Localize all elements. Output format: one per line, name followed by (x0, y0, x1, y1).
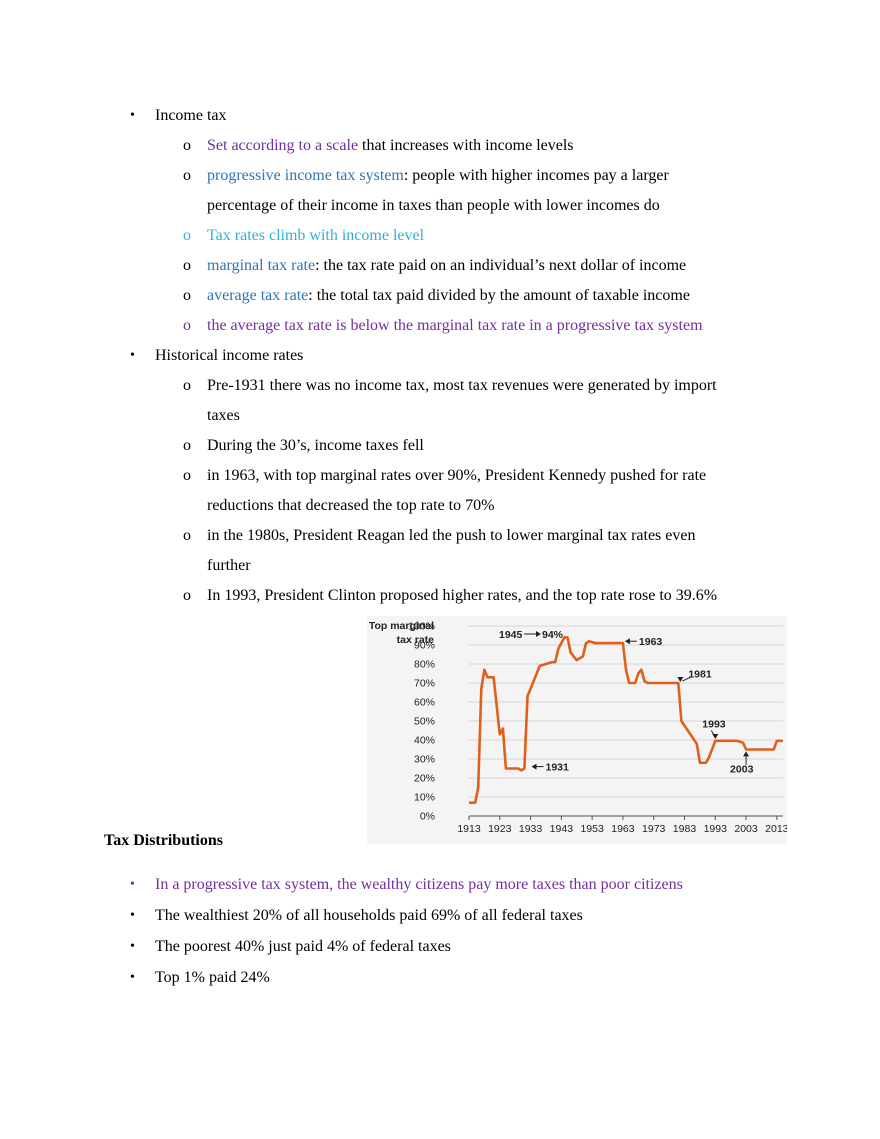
y-tick-label: 10% (414, 792, 435, 804)
annotation-2003: 2003 (730, 763, 754, 775)
historical-item-pre1931-cont: taxes (207, 407, 240, 424)
annotation-2003-arrowhead (743, 751, 750, 757)
historical-item-pre1931: Pre-1931 there was no income tax, most t… (207, 377, 717, 394)
y-tick-label: 0% (420, 811, 435, 823)
x-tick-label: 1943 (550, 823, 574, 835)
sub-bullet-glyph: o (183, 287, 191, 304)
income-item-average: average tax rate: the total tax paid div… (207, 287, 690, 304)
y-axis-label: Top marginal (369, 620, 434, 632)
sub-bullet-glyph: o (183, 167, 191, 184)
income-item-climb: Tax rates climb with income level (207, 227, 425, 244)
annotation-1981-arrow (682, 676, 691, 682)
y-tick-label: 20% (414, 773, 435, 785)
y-tick-label: 90% (414, 640, 435, 652)
bullet-glyph: • (130, 939, 135, 954)
sub-bullet-glyph: o (183, 377, 191, 394)
sub-bullet-glyph: o (183, 317, 191, 334)
bullet-glyph: • (130, 108, 135, 123)
sub-bullet-glyph: o (183, 587, 191, 604)
historical-item-30s: During the 30’s, income taxes fell (207, 437, 424, 454)
y-tick-label: 60% (414, 697, 435, 709)
sub-bullet-glyph: o (183, 227, 191, 244)
bullet-glyph: • (130, 348, 135, 363)
annotation-1945-arrowhead (536, 631, 541, 637)
bullet-income-tax: Income tax (155, 107, 227, 124)
x-tick-label: 1993 (704, 823, 728, 835)
heading-tax-distributions: Tax Distributions (104, 832, 223, 849)
y-tick-label: 80% (414, 659, 435, 671)
sub-bullet-glyph: o (183, 527, 191, 544)
y-tick-label: 30% (414, 754, 435, 766)
annotation-1981: 1981 (688, 668, 712, 680)
y-tick-label: 100% (408, 621, 435, 633)
sub-bullet-glyph: o (183, 467, 191, 484)
annotation-1993: 1993 (702, 719, 726, 731)
annotation-1931: 1931 (545, 762, 569, 774)
x-tick-label: 2013 (765, 823, 787, 835)
historical-item-1963: in 1963, with top marginal rates over 90… (207, 467, 707, 484)
annotation-94pct: 94% (542, 629, 564, 641)
sub-bullet-glyph: o (183, 257, 191, 274)
series-line-top-rate (469, 636, 783, 804)
sub-bullet-glyph: o (183, 437, 191, 454)
x-tick-label: 1913 (457, 823, 481, 835)
bullet-historical: Historical income rates (155, 347, 304, 364)
income-item-below: the average tax rate is below the margin… (207, 317, 703, 334)
y-tick-label: 50% (414, 716, 435, 728)
annotation-1993-arrowhead (712, 734, 719, 740)
x-tick-label: 2003 (734, 823, 758, 835)
bullet-glyph: • (130, 970, 135, 985)
x-tick-label: 1953 (580, 823, 604, 835)
historical-item-1993: In 1993, President Clinton proposed high… (207, 587, 718, 604)
annotation-1931-arrowhead (531, 763, 537, 770)
x-tick-label: 1963 (611, 823, 635, 835)
bullet-glyph: • (130, 908, 135, 923)
x-tick-label: 1923 (488, 823, 512, 835)
y-tick-label: 70% (414, 678, 435, 690)
bullet-glyph: • (130, 877, 135, 892)
distribution-item-wealthiest: The wealthiest 20% of all households pai… (155, 907, 583, 924)
annotation-1981-arrowhead (677, 677, 684, 683)
distribution-item-poorest: The poorest 40% just paid 4% of federal … (155, 938, 451, 955)
distribution-item-progressive: In a progressive tax system, the wealthy… (155, 876, 683, 893)
top-marginal-tax-rate-chart: 0% 10% 20% 30% 40% 50% 60% 70% 80% 90% 100% 1913 192… (367, 616, 787, 844)
historical-item-1980s: in the 1980s, President Reagan led the p… (207, 527, 696, 544)
x-tick-label: 1933 (519, 823, 543, 835)
x-tick-label: 1983 (673, 823, 697, 835)
income-item-progressive: progressive income tax system: people wi… (207, 167, 669, 184)
income-item-marginal: marginal tax rate: the tax rate paid on … (207, 257, 687, 274)
annotation-1945: 1945 (499, 629, 523, 641)
historical-item-1980s-cont: further (207, 557, 251, 574)
distribution-item-top1: Top 1% paid 24% (155, 969, 270, 986)
y-tick-label: 40% (414, 735, 435, 747)
historical-item-1963-cont: reductions that decreased the top rate t… (207, 497, 495, 514)
income-item-scale: Set according to a scale that increases … (207, 137, 574, 154)
sub-bullet-glyph: o (183, 137, 191, 154)
x-tick-label: 1973 (642, 823, 666, 835)
income-item-progressive-cont: percentage of their income in taxes than… (207, 197, 660, 214)
annotation-1963: 1963 (639, 636, 663, 648)
annotation-1963-arrowhead (624, 638, 630, 645)
y-axis-label: tax rate (397, 634, 435, 646)
